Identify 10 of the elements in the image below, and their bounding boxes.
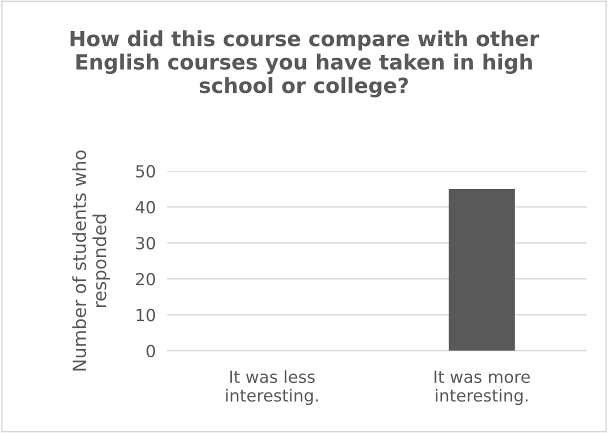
y-tick-label: 0	[146, 344, 155, 358]
x-tick-label: It was more interesting.	[434, 370, 530, 405]
y-axis-title: Number of students who responded	[72, 150, 110, 371]
x-tick-label: It was less interesting.	[226, 370, 318, 405]
y-tick-label: 40	[136, 200, 155, 214]
y-tick-label: 30	[136, 236, 155, 250]
y-tick-label: 10	[136, 308, 155, 322]
y-tick-label: 20	[136, 272, 155, 286]
y-tick-label: 50	[136, 164, 155, 178]
chart-title: How did this course compare with other English courses you have taken in high school or college?	[70, 30, 540, 98]
